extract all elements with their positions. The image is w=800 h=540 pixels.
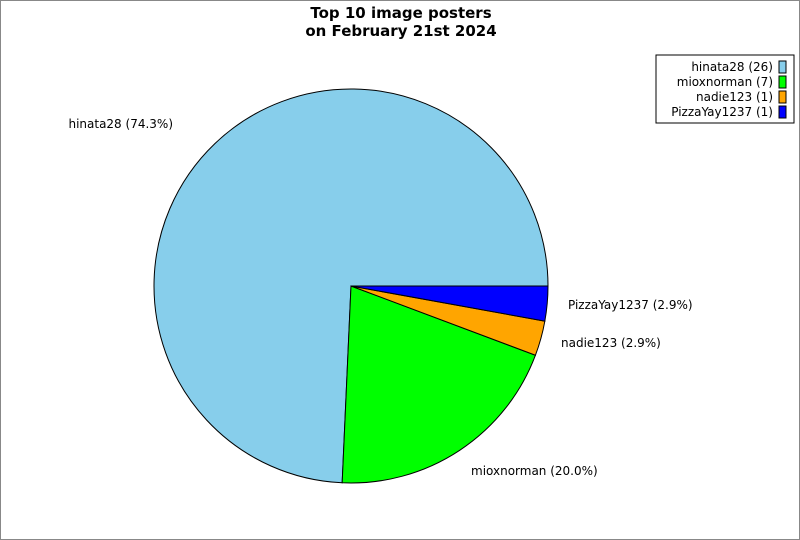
- slice-label: hinata28 (74.3%): [68, 117, 173, 131]
- chart-title-line-1: Top 10 image posters: [310, 4, 491, 22]
- legend-label: PizzaYay1237 (1): [671, 105, 773, 119]
- legend-label: nadie123 (1): [696, 90, 773, 104]
- legend: hinata28 (26)mioxnorman (7)nadie123 (1)P…: [655, 54, 795, 124]
- slice-label: PizzaYay1237 (2.9%): [568, 298, 693, 312]
- chart-title-line-2: on February 21st 2024: [305, 22, 496, 40]
- slice-label: nadie123 (2.9%): [561, 336, 661, 350]
- legend-swatch: [778, 105, 787, 119]
- pie-slice-mioxnorman: [341, 285, 537, 484]
- legend-swatch: [778, 60, 787, 74]
- legend-swatch: [778, 90, 787, 104]
- legend-swatch: [778, 75, 787, 89]
- legend-label: mioxnorman (7): [677, 75, 773, 89]
- slice-label: mioxnorman (20.0%): [471, 464, 598, 478]
- legend-box: [655, 54, 795, 124]
- legend-label: hinata28 (26): [691, 60, 773, 74]
- pie-slice-PizzaYay1237: [350, 285, 549, 322]
